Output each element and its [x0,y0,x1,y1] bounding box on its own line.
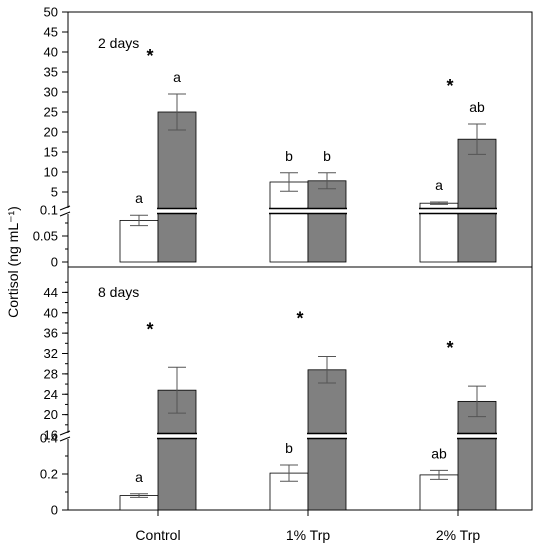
y-tick-label: 24 [44,387,58,402]
bar-break-band [457,434,497,438]
axis-break-mark [59,205,71,211]
y-tick-label: 0 [51,503,58,518]
y-tick-label: 20 [44,125,58,140]
significance-letter: b [285,440,293,456]
axis-break-mark [59,430,71,436]
bar-break-band [307,209,347,213]
x-tick-label: Control [135,527,180,543]
bar-break-band [157,209,197,213]
significance-star: * [146,46,153,66]
y-tick-label: 28 [44,366,58,381]
y-tick-label: 0.05 [33,229,58,244]
axis-break-mark [59,211,71,217]
y-tick-label: 50 [44,5,58,20]
bar [119,219,159,263]
y-tick-label: 40 [44,305,58,320]
y-tick-label: 10 [44,165,58,180]
y-tick-label: 45 [44,25,58,40]
bar [307,369,347,511]
significance-star: * [146,319,153,339]
y-tick-label: 0.4 [40,431,58,446]
significance-letter: a [135,469,143,485]
significance-letter: b [285,148,293,164]
bar-break-band [457,209,497,213]
bar [269,181,309,263]
significance-letter: a [173,69,181,85]
x-tick-label: 1% Trp [286,527,331,543]
y-tick-label: 40 [44,45,58,60]
y-tick-label: 30 [44,85,58,100]
panel-label: 8 days [98,284,139,300]
bar-break-band [157,434,197,438]
significance-letter: ab [469,99,485,115]
bar [307,180,347,263]
bar-break-band [307,434,347,438]
significance-letter: a [135,190,143,206]
significance-letter: b [323,148,331,164]
y-tick-label: 36 [44,326,58,341]
significance-star: * [446,76,453,96]
y-tick-label: 44 [44,285,58,300]
axis-break-gap [59,208,71,214]
x-tick-label: 2% Trp [436,527,481,543]
bar [457,138,497,263]
y-tick-label: 25 [44,105,58,120]
y-tick-label: 0.2 [40,467,58,482]
bar [419,474,459,511]
axis-break-gap [59,433,71,439]
bar [157,111,197,263]
y-tick-label: 0.1 [40,203,58,218]
y-tick-label: 32 [44,346,58,361]
significance-star: * [296,309,303,329]
bar-break-band [269,209,309,213]
panel-label: 2 days [98,35,139,51]
axis-break-mark [59,436,71,442]
y-tick-label: 0 [51,255,58,270]
y-tick-label: 20 [44,407,58,422]
y-tick-label: 15 [44,145,58,160]
significance-letter: a [435,177,443,193]
y-tick-label: 5 [51,185,58,200]
y-tick-label: 16 [44,428,58,443]
bar-break-band [419,209,459,213]
significance-letter: ab [431,445,447,461]
bar [457,400,497,511]
y-tick-label: 35 [44,65,58,80]
y-axis-label: Cortisol (ng mL⁻¹) [5,206,21,318]
significance-star: * [446,338,453,358]
